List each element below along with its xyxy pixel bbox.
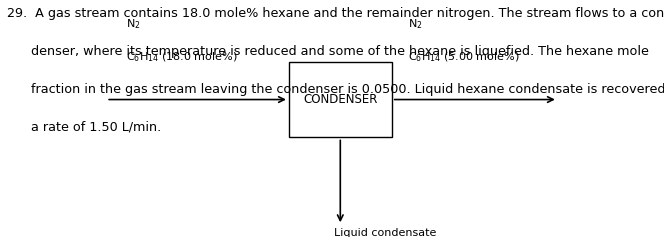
Text: 29.  A gas stream contains 18.0 mole% hexane and the remainder nitrogen. The str: 29. A gas stream contains 18.0 mole% hex… xyxy=(7,7,664,20)
Text: fraction in the gas stream leaving the condenser is 0.0500. Liquid hexane conden: fraction in the gas stream leaving the c… xyxy=(7,83,664,96)
Text: N$_2$: N$_2$ xyxy=(126,17,141,31)
Text: a rate of 1.50 L/min.: a rate of 1.50 L/min. xyxy=(7,121,161,134)
Text: CONDENSER: CONDENSER xyxy=(303,93,378,106)
Text: C$_6$H$_{14}$ (18.0 mole%): C$_6$H$_{14}$ (18.0 mole%) xyxy=(126,50,238,64)
Text: Liquid condensate: Liquid condensate xyxy=(333,228,436,237)
Text: N$_2$: N$_2$ xyxy=(408,17,423,31)
FancyBboxPatch shape xyxy=(289,62,392,137)
Text: denser, where its temperature is reduced and some of the hexane is liquefied. Th: denser, where its temperature is reduced… xyxy=(7,45,649,58)
Text: C$_6$H$_{14}$ (5.00 mole%): C$_6$H$_{14}$ (5.00 mole%) xyxy=(408,50,520,64)
